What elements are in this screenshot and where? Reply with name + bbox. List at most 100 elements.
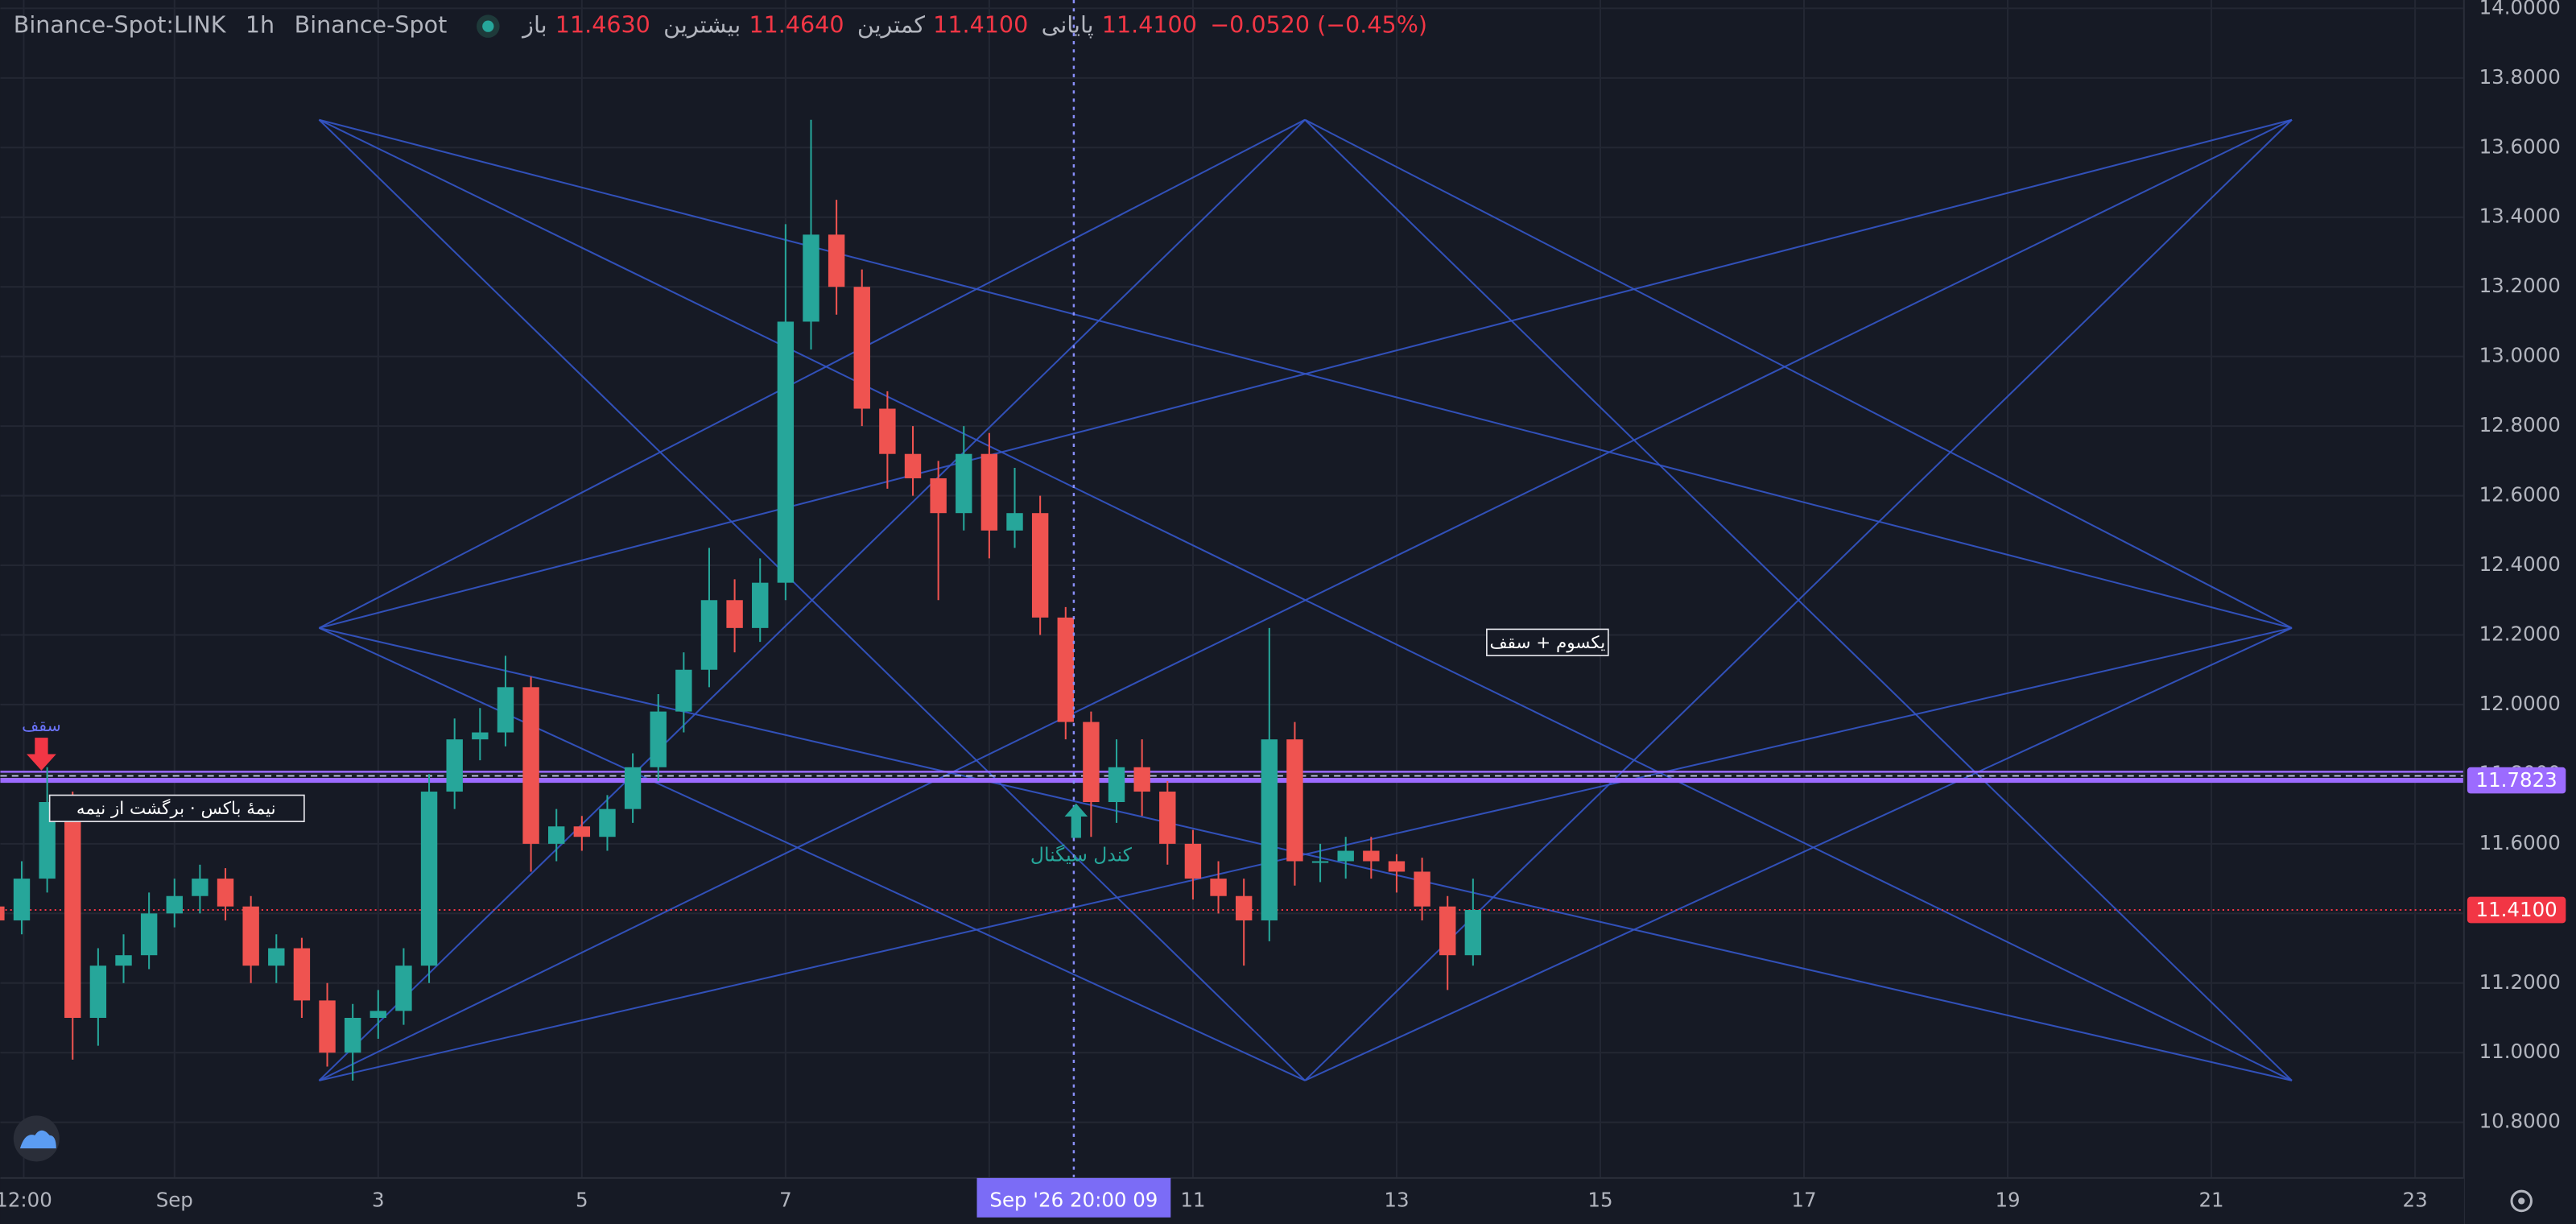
y-tick-label: 12.0000 <box>2479 692 2561 715</box>
x-tick-label: 19 <box>1995 1188 2020 1211</box>
annotation-box <box>48 794 305 822</box>
candle-body <box>115 955 132 966</box>
annotation-label: یکسوم + سقف <box>1490 633 1606 653</box>
symbol: Binance-Spot:LINK <box>14 11 227 39</box>
candle-body <box>242 906 259 966</box>
annotation-label: نیمهٔ باکس · برگشت از نیمه <box>76 798 276 819</box>
settings-icon[interactable] <box>2510 1189 2533 1213</box>
candle-body <box>1210 879 1227 896</box>
candle-body <box>1286 739 1303 862</box>
candle-body <box>522 687 539 844</box>
candle-body <box>1159 792 1176 844</box>
candle-body <box>89 966 107 1019</box>
candle-body <box>446 739 463 792</box>
crosshair-label: Sep '26 20:00 09 <box>989 1188 1158 1211</box>
y-tick-label: 13.2000 <box>2479 274 2561 297</box>
candle-body <box>803 234 819 322</box>
candle-body <box>293 948 311 1001</box>
x-tick-label: 17 <box>1791 1188 1816 1211</box>
status-dot <box>482 20 494 32</box>
candle-body <box>0 906 5 920</box>
candle-body <box>879 408 896 454</box>
y-tick-label: 13.4000 <box>2479 205 2561 228</box>
price-label: 11.7823 <box>2476 768 2557 792</box>
candle-body <box>1337 850 1354 862</box>
price-label: 11.4100 <box>2476 898 2557 921</box>
ohlc-label: بیشترین <box>663 11 741 39</box>
y-tick-label: 11.6000 <box>2479 831 2561 854</box>
trend-line <box>318 626 1306 1081</box>
y-tick-label: 12.8000 <box>2479 413 2561 436</box>
x-tick-label: 12:00 <box>0 1188 52 1211</box>
trend-line <box>319 118 2293 629</box>
ohlc-label: باز <box>521 11 547 39</box>
candle-body <box>166 895 183 914</box>
annotation-arrow <box>27 738 56 771</box>
candle-body <box>726 600 743 628</box>
candle-body <box>624 767 642 809</box>
ohlc-label: پایانی <box>1042 11 1094 39</box>
candle-body <box>1261 739 1278 920</box>
trend-line <box>318 118 1306 629</box>
y-tick-label: 13.0000 <box>2479 344 2561 367</box>
y-tick-label: 13.8000 <box>2479 65 2561 89</box>
trend-line <box>1304 118 2293 629</box>
trend-line <box>319 626 2293 1081</box>
candle-body <box>497 687 514 733</box>
candle-body <box>1311 861 1329 863</box>
x-tick-label: 5 <box>576 1188 588 1211</box>
candle-body <box>650 711 667 767</box>
x-tick-label: 21 <box>2199 1188 2224 1211</box>
y-tick-label: 13.6000 <box>2479 134 2561 158</box>
x-tick-label: 15 <box>1587 1188 1612 1211</box>
crosshair-label-bg <box>976 1177 1171 1218</box>
candle-body <box>192 879 208 896</box>
candle-body <box>1133 767 1150 792</box>
exchange: Binance-Spot <box>295 11 448 39</box>
candle-body <box>1031 513 1049 618</box>
candle-body <box>395 966 412 1011</box>
candle-body <box>1439 906 1456 956</box>
change: −0.0520 (−0.45%) <box>1210 11 1427 39</box>
candle-body <box>548 826 565 844</box>
candle-body <box>13 879 31 920</box>
candle-body <box>853 287 870 409</box>
candle-body <box>319 1000 336 1053</box>
price-label-bg <box>2467 896 2566 924</box>
candle-body <box>369 1011 387 1019</box>
trend-line <box>1304 626 2293 1081</box>
candle-body <box>1083 722 1100 802</box>
settings-icon-core <box>2518 1197 2525 1205</box>
candle-body <box>1184 843 1202 879</box>
price-label-bg <box>2467 767 2566 794</box>
annotation-label: کندل سیگنال <box>1030 843 1133 866</box>
annotation-box <box>1486 628 1609 656</box>
time-axis <box>0 1177 2464 1224</box>
ohlc-value: 11.4630 <box>555 11 650 39</box>
candle-body <box>700 600 718 670</box>
y-tick-label: 11.0000 <box>2479 1040 2561 1063</box>
trend-line <box>318 118 2293 1081</box>
x-tick-label: 3 <box>372 1188 385 1211</box>
candle-body <box>930 478 947 514</box>
candle-body <box>752 582 769 628</box>
candle-body <box>1388 861 1406 872</box>
annotation-label: سقف <box>22 716 61 735</box>
x-tick-label: 11 <box>1180 1188 1205 1211</box>
ohlc-value: 11.4100 <box>933 11 1028 39</box>
logo-mark <box>19 1130 56 1149</box>
candle-body <box>980 453 998 531</box>
candle-body <box>140 913 158 956</box>
candle-body <box>1414 871 1430 907</box>
candle-body <box>956 453 972 514</box>
candle-body <box>420 792 438 966</box>
candle-body <box>828 234 845 287</box>
candle-body <box>1235 895 1253 920</box>
y-tick-label: 12.6000 <box>2479 483 2561 507</box>
x-tick-label: 23 <box>2403 1188 2428 1211</box>
ohlc-value: 11.4100 <box>1102 11 1197 39</box>
candle-body <box>472 732 489 740</box>
